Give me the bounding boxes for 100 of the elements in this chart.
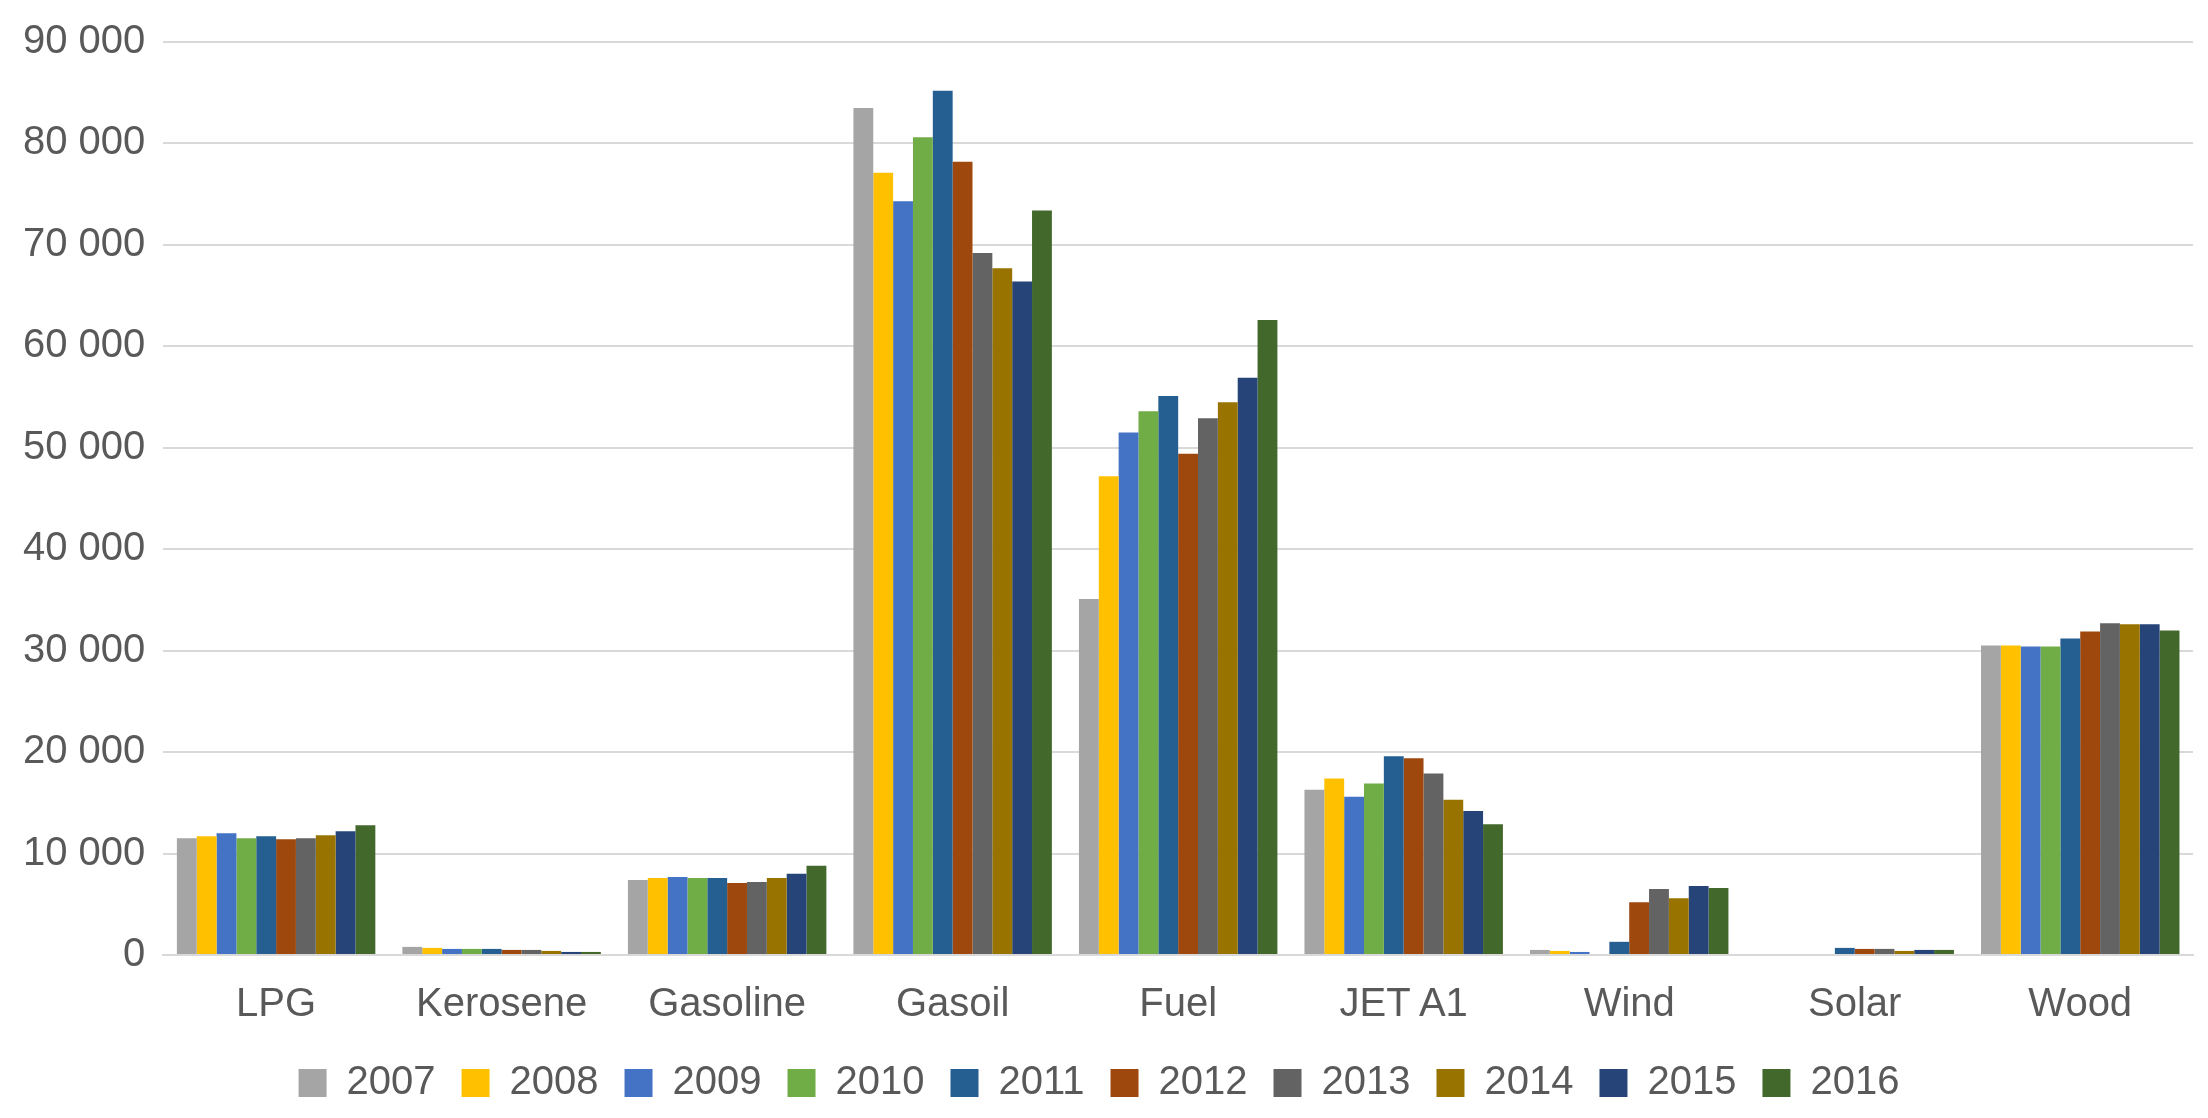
bar xyxy=(561,951,581,954)
y-tick-label: 30 000 xyxy=(23,625,146,670)
bar xyxy=(1549,950,1570,954)
x-tick-label: Wind xyxy=(1583,980,1675,1025)
bar xyxy=(1609,941,1630,954)
bar xyxy=(1078,598,1099,954)
bar xyxy=(1914,949,1935,954)
bar xyxy=(2119,624,2140,954)
bar xyxy=(932,90,953,954)
x-tick-label: LPG xyxy=(236,980,317,1025)
bar xyxy=(276,839,296,954)
bar xyxy=(1324,778,1345,954)
bar xyxy=(1688,886,1709,954)
legend-label: 2009 xyxy=(672,1058,762,1103)
bar xyxy=(687,877,708,954)
bar xyxy=(667,876,688,954)
bar xyxy=(1934,949,1954,954)
bar xyxy=(1118,432,1139,954)
bar xyxy=(1098,476,1119,954)
bar xyxy=(1981,645,2001,954)
legend-label: 2011 xyxy=(998,1058,1085,1103)
bar xyxy=(952,161,973,954)
y-tick-label: 50 000 xyxy=(23,422,146,467)
bar xyxy=(1569,951,1590,954)
bar xyxy=(647,877,668,954)
bar xyxy=(236,838,257,954)
bar xyxy=(1344,796,1364,954)
bar xyxy=(335,831,356,954)
x-tick-label: Kerosene xyxy=(416,980,588,1025)
bar xyxy=(295,838,316,954)
bar xyxy=(1383,756,1404,954)
bar xyxy=(196,836,217,954)
y-tick-label: 80 000 xyxy=(23,118,146,163)
bar xyxy=(1403,758,1424,954)
x-tick-label: Fuel xyxy=(1139,980,1218,1025)
bar xyxy=(746,881,767,954)
bar xyxy=(627,879,648,954)
bar xyxy=(1364,783,1384,954)
bar xyxy=(256,836,277,954)
bar xyxy=(707,877,728,954)
bar xyxy=(1834,947,1855,954)
y-tick-label: 60 000 xyxy=(23,321,146,366)
bar xyxy=(176,838,197,954)
legend-label: 2007 xyxy=(346,1058,436,1103)
bar xyxy=(2159,630,2180,954)
y-tick-label: 0 xyxy=(123,930,146,975)
legend-label: 2015 xyxy=(1647,1058,1737,1103)
x-tick-label: Gasoline xyxy=(648,980,807,1025)
legend-label: 2008 xyxy=(509,1058,599,1103)
bar xyxy=(1423,773,1444,954)
bar xyxy=(1483,824,1503,954)
legend-label: 2010 xyxy=(835,1058,925,1103)
bar xyxy=(1257,319,1278,954)
x-tick-label: JET A1 xyxy=(1339,980,1468,1025)
bar xyxy=(972,253,993,954)
x-tick-label: Gasoil xyxy=(895,980,1010,1025)
bar xyxy=(1138,411,1159,954)
bar xyxy=(501,949,522,954)
bar xyxy=(1629,902,1650,954)
bar xyxy=(1668,898,1689,954)
legend-label: 2012 xyxy=(1158,1058,1248,1103)
bar xyxy=(2060,638,2081,954)
bar xyxy=(2000,645,2021,954)
bar xyxy=(422,947,443,954)
bar xyxy=(1874,948,1895,954)
bar xyxy=(766,877,787,954)
bar xyxy=(1217,402,1238,954)
bar xyxy=(806,865,827,954)
bar xyxy=(581,951,601,954)
bar xyxy=(1304,789,1325,954)
bar xyxy=(216,833,237,954)
bar xyxy=(2100,623,2120,954)
y-tick-label: 90 000 xyxy=(23,17,146,62)
bar xyxy=(442,948,462,954)
bar xyxy=(1198,418,1218,954)
bar xyxy=(521,949,542,954)
bar xyxy=(912,137,933,954)
bar xyxy=(873,172,894,954)
y-tick-label: 70 000 xyxy=(23,219,146,264)
bar xyxy=(1237,377,1258,954)
bar xyxy=(853,107,874,954)
y-tick-label: 40 000 xyxy=(23,524,146,569)
legend-label: 2013 xyxy=(1321,1058,1411,1103)
bar xyxy=(1649,889,1669,954)
bar xyxy=(992,268,1013,954)
y-tick-label: 20 000 xyxy=(23,727,146,772)
bar xyxy=(1854,948,1875,954)
x-tick-label: Wood xyxy=(2028,980,2133,1025)
legend-label: 2016 xyxy=(1810,1058,1900,1103)
bar xyxy=(402,946,423,954)
bar xyxy=(1894,950,1915,954)
bar xyxy=(1032,210,1052,954)
bar xyxy=(355,825,376,954)
bar xyxy=(2080,631,2101,954)
bar xyxy=(1158,396,1179,954)
bar xyxy=(461,948,482,954)
bar xyxy=(893,201,913,954)
bar xyxy=(541,950,562,954)
bar xyxy=(786,873,807,954)
x-tick-label: Solar xyxy=(1808,980,1902,1025)
